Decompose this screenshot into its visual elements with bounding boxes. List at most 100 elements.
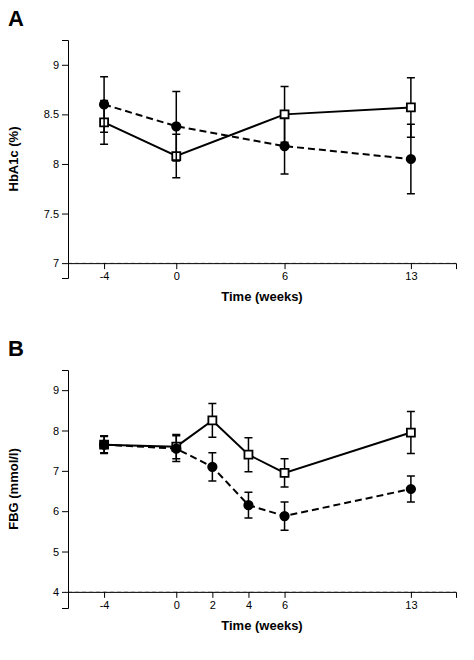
panel: 77.588.59-40613AHbA1c (%)Time (weeks) bbox=[6, 6, 457, 304]
x-tick-label: 6 bbox=[282, 270, 288, 282]
y-tick: 9 bbox=[53, 384, 68, 396]
error-bar bbox=[172, 436, 180, 462]
y-tick: 8.5 bbox=[44, 108, 68, 120]
error-bar bbox=[281, 118, 289, 174]
x-tick-label: -4 bbox=[100, 270, 110, 282]
y-tick-mark bbox=[62, 431, 68, 432]
y-tick-mark bbox=[62, 214, 68, 215]
plot-area bbox=[100, 403, 415, 530]
x-tick-mark bbox=[104, 592, 105, 598]
panel: 4 5 6 7 8 9 -4 0 2 4 6 13 B FBG (mmol/l) Time (weeks) bbox=[6, 336, 457, 633]
y-tick-mark bbox=[62, 511, 68, 512]
y-axis-title: FBG (mmol/l) bbox=[6, 448, 21, 530]
y-axis-line bbox=[62, 371, 69, 609]
error-bar bbox=[407, 476, 415, 502]
marker bbox=[208, 416, 216, 424]
x-tick-mark bbox=[285, 263, 286, 269]
series-line bbox=[104, 445, 411, 516]
error-bar bbox=[208, 453, 216, 481]
error-bar bbox=[100, 437, 108, 453]
y-tick-label: 7 bbox=[53, 465, 59, 477]
y-tick: 9 bbox=[53, 59, 68, 71]
x-tick-label: 4 bbox=[246, 599, 252, 611]
panel-label: B bbox=[8, 336, 24, 361]
series bbox=[100, 436, 415, 530]
x-tick-label: 13 bbox=[405, 270, 417, 282]
y-tick: 7 bbox=[53, 257, 68, 269]
x-tick: 13 bbox=[405, 263, 417, 282]
x-tick-mark bbox=[104, 263, 105, 269]
y-tick-label: 8.5 bbox=[44, 108, 59, 120]
y-tick-label: 9 bbox=[53, 384, 59, 396]
y-tick-label: 4 bbox=[53, 586, 59, 598]
marker bbox=[208, 463, 216, 471]
y-tick: 4 bbox=[53, 586, 68, 598]
x-tick: 0 bbox=[174, 592, 180, 611]
chart-root: 77.588.59-40613AHbA1c (%)Time (weeks)456… bbox=[0, 0, 474, 660]
x-tick: 4 bbox=[246, 592, 252, 611]
y-tick-label: 8 bbox=[53, 158, 59, 170]
y-tick-mark bbox=[62, 65, 68, 66]
y-tick-mark bbox=[62, 390, 68, 391]
series bbox=[100, 78, 415, 178]
x-axis: -4 0 2 4 6 13 bbox=[69, 592, 457, 611]
error-bar bbox=[100, 77, 108, 133]
error-bar bbox=[407, 124, 415, 193]
marker bbox=[172, 444, 180, 452]
x-tick-label: 13 bbox=[405, 599, 417, 611]
x-tick-label: 0 bbox=[174, 270, 180, 282]
marker bbox=[281, 110, 289, 118]
y-tick-label: 6 bbox=[53, 505, 59, 517]
x-tick: 13 bbox=[405, 592, 417, 611]
y-tick-mark bbox=[62, 592, 68, 593]
marker bbox=[407, 155, 415, 163]
marker bbox=[407, 485, 415, 493]
error-bar bbox=[281, 459, 289, 487]
x-axis-title: Time (weeks) bbox=[221, 289, 302, 304]
x-tick: 6 bbox=[282, 263, 288, 282]
marker bbox=[100, 441, 108, 449]
marker bbox=[407, 429, 415, 437]
error-bar bbox=[407, 412, 415, 454]
y-tick-mark bbox=[62, 263, 68, 264]
marker bbox=[100, 100, 108, 108]
y-tick: 5 bbox=[53, 546, 68, 558]
x-tick-label: -4 bbox=[100, 599, 110, 611]
marker bbox=[280, 142, 288, 150]
marker bbox=[172, 122, 180, 130]
y-tick-mark bbox=[62, 552, 68, 553]
y-tick-label: 8 bbox=[53, 425, 59, 437]
x-tick-label: 6 bbox=[282, 599, 288, 611]
y-tick-label: 7 bbox=[53, 257, 59, 269]
x-tick-mark bbox=[248, 592, 249, 598]
marker bbox=[281, 469, 289, 477]
x-tick-mark bbox=[411, 263, 412, 269]
x-axis-line bbox=[69, 264, 457, 270]
x-tick-mark bbox=[176, 592, 177, 598]
plot-area bbox=[100, 77, 415, 194]
x-axis-title: Time (weeks) bbox=[221, 618, 302, 633]
x-tick-label: 2 bbox=[210, 599, 216, 611]
y-axis: 77.588.59 bbox=[44, 41, 69, 279]
x-tick: -4 bbox=[100, 592, 110, 611]
error-bar bbox=[244, 492, 252, 518]
y-tick-mark bbox=[62, 471, 68, 472]
y-tick-label: 9 bbox=[53, 59, 59, 71]
x-tick-mark bbox=[411, 592, 412, 598]
marker bbox=[407, 103, 415, 111]
y-tick: 8 bbox=[53, 158, 68, 170]
error-bar bbox=[281, 502, 289, 530]
x-axis: -4 0 6 13 bbox=[69, 263, 457, 282]
series-line bbox=[104, 104, 411, 159]
y-tick-mark bbox=[62, 114, 68, 115]
marker bbox=[244, 501, 252, 509]
y-tick: 7 bbox=[53, 465, 68, 477]
x-axis-line bbox=[69, 592, 457, 598]
panel-label: A bbox=[8, 6, 24, 31]
y-axis-title: HbA1c (%) bbox=[6, 126, 21, 191]
x-tick: 2 bbox=[210, 592, 216, 611]
y-tick-mark bbox=[62, 164, 68, 165]
x-tick: -4 bbox=[100, 263, 110, 282]
error-bar bbox=[172, 92, 180, 161]
series bbox=[100, 77, 415, 194]
